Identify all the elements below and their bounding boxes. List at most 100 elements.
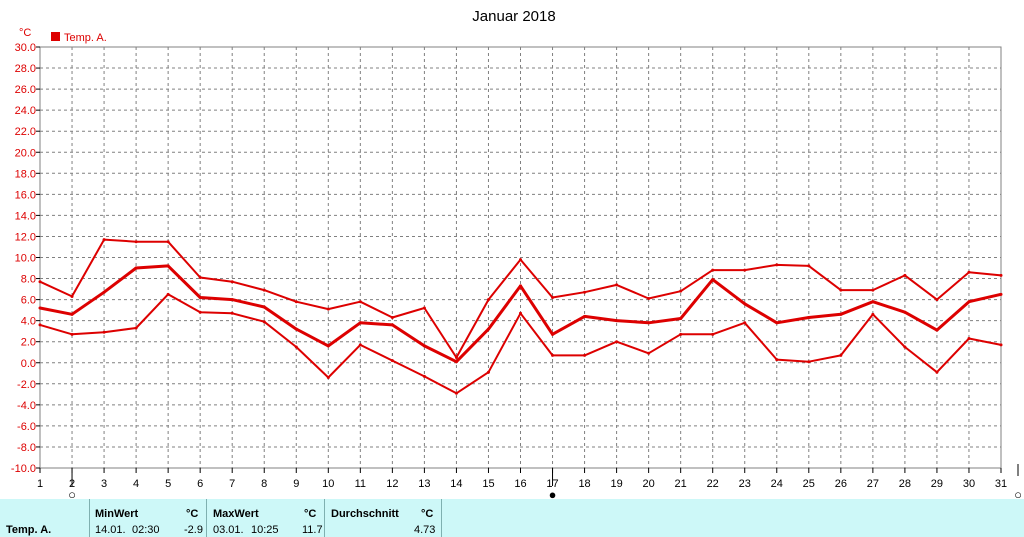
y-tick-label: 8.0 [21, 274, 36, 286]
legend-swatch [51, 32, 60, 41]
y-tick-label: 12.0 [15, 231, 36, 243]
data-point-avg [839, 312, 843, 316]
data-point-max [166, 240, 170, 244]
data-point-max [551, 295, 555, 299]
x-tick-label: 16 [514, 478, 526, 490]
data-point-avg [294, 327, 298, 331]
data-point-min [935, 370, 939, 374]
data-point-min [583, 353, 587, 357]
legend-label: Temp. A. [64, 32, 107, 44]
x-tick-label: 30 [963, 478, 975, 490]
data-point-min [102, 330, 106, 334]
data-point-max [743, 268, 747, 272]
data-point-min [999, 343, 1003, 347]
data-point-max [903, 273, 907, 277]
data-point-avg [903, 310, 907, 314]
chart-title: Januar 2018 [472, 8, 555, 25]
x-tick-label: 10 [322, 478, 334, 490]
data-point-max [230, 280, 234, 284]
data-point-min [358, 343, 362, 347]
data-point-avg [551, 332, 555, 336]
data-point-avg [166, 264, 170, 268]
data-point-min [198, 310, 202, 314]
x-tick-label: 20 [643, 478, 655, 490]
row-label: Temp. A. [6, 524, 52, 536]
y-tick-label: 2.0 [21, 337, 36, 349]
data-point-max [422, 306, 426, 310]
max-label: MaxWert [213, 508, 259, 520]
x-axis: 1234567891011121314151617181920212223242… [37, 468, 1007, 490]
data-point-min [679, 332, 683, 336]
data-point-min [390, 359, 394, 363]
data-point-avg [326, 344, 330, 348]
x-tick-label: 18 [578, 478, 590, 490]
y-tick-label: 10.0 [15, 253, 36, 265]
x-tick-label: 14 [450, 478, 462, 490]
data-point-min [326, 375, 330, 379]
y-tick-label: 6.0 [21, 295, 36, 307]
x-tick-label: 1 [37, 478, 43, 490]
y-tick-label: 16.0 [15, 189, 36, 201]
min-date: 14.01. [95, 524, 126, 536]
x-tick-label: 28 [899, 478, 911, 490]
x-tick-label: 11 [355, 478, 366, 490]
data-point-avg [230, 298, 234, 302]
max-time: 10:25 [251, 524, 279, 536]
data-point-min [807, 360, 811, 364]
data-point-avg [679, 317, 683, 321]
y-tick-label: -6.0 [17, 421, 36, 433]
y-tick-label: 22.0 [15, 126, 36, 138]
data-point-min [519, 311, 522, 315]
avg-unit: °C [421, 508, 434, 520]
data-point-avg [70, 312, 74, 316]
min-label: MinWert [95, 508, 139, 520]
x-tick-label: 23 [739, 478, 751, 490]
series-lines [38, 238, 1003, 395]
data-point-avg [38, 306, 42, 310]
y-tick-label: 26.0 [15, 84, 36, 96]
data-point-avg [454, 360, 458, 364]
data-point-min [294, 345, 298, 349]
data-point-avg [807, 315, 811, 319]
data-point-min [486, 370, 490, 374]
data-point-min [647, 351, 651, 355]
data-point-min [775, 358, 779, 362]
y-tick-label: 4.0 [21, 316, 36, 328]
data-point-min [166, 292, 170, 296]
x-tick-label: 31 [995, 478, 1007, 490]
data-point-avg [935, 328, 939, 332]
data-point-min [871, 312, 875, 316]
data-point-max [38, 280, 42, 284]
data-point-min [70, 332, 74, 336]
data-point-max [519, 258, 522, 262]
data-point-min [839, 353, 843, 357]
moon-phase-icon: ○ [1014, 487, 1022, 499]
x-tick-label: 12 [386, 478, 398, 490]
data-point-max [390, 315, 394, 319]
y-tick-label: -2.0 [17, 379, 36, 391]
x-tick-label: 19 [610, 478, 622, 490]
x-tick-label: 22 [707, 478, 719, 490]
x-tick-label: 6 [197, 478, 203, 490]
y-tick-label: 20.0 [15, 147, 36, 159]
data-point-max [967, 270, 971, 274]
data-point-avg [519, 284, 522, 288]
data-point-min [711, 332, 715, 336]
data-point-avg [871, 300, 875, 304]
data-point-avg [262, 305, 266, 309]
x-tick-label: 7 [229, 478, 235, 490]
y-tick-label: -10.0 [11, 463, 36, 475]
data-point-avg [647, 321, 651, 325]
max-value: 11.7 [302, 524, 323, 536]
data-point-max [711, 268, 715, 272]
moon-phase-icon: ○ [68, 487, 76, 499]
x-tick-label: 25 [803, 478, 815, 490]
data-point-max [294, 300, 298, 304]
data-point-max [198, 275, 202, 279]
data-point-min [422, 374, 426, 378]
avg-cell: Durchschnitt °C 4.73 [324, 499, 442, 537]
data-point-max [775, 263, 779, 267]
x-tick-label: 27 [867, 478, 879, 490]
data-point-avg [102, 290, 106, 294]
y-tick-label: 28.0 [15, 63, 36, 75]
